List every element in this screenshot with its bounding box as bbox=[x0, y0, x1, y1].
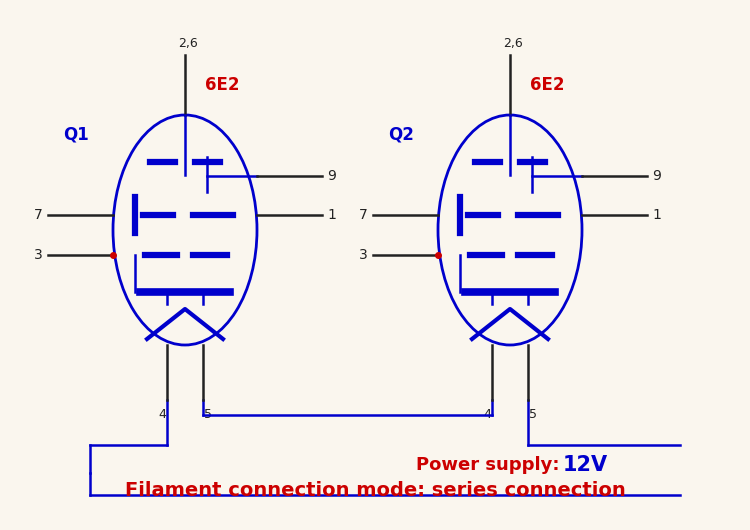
Text: Power supply:: Power supply: bbox=[416, 456, 560, 474]
Text: 12V: 12V bbox=[563, 455, 608, 475]
Text: 7: 7 bbox=[34, 208, 43, 222]
Text: Filament connection mode: series connection: Filament connection mode: series connect… bbox=[124, 481, 626, 499]
Text: 3: 3 bbox=[34, 248, 43, 262]
Text: 9: 9 bbox=[327, 169, 336, 183]
Text: 2,6: 2,6 bbox=[503, 37, 523, 50]
Text: 7: 7 bbox=[359, 208, 368, 222]
Text: 6E2: 6E2 bbox=[205, 76, 239, 94]
Text: 6E2: 6E2 bbox=[530, 76, 565, 94]
Text: 5: 5 bbox=[204, 408, 212, 421]
Text: Q2: Q2 bbox=[388, 126, 414, 144]
Text: 1: 1 bbox=[327, 208, 336, 222]
Text: 4: 4 bbox=[158, 408, 166, 421]
Text: 3: 3 bbox=[359, 248, 368, 262]
Text: 4: 4 bbox=[483, 408, 491, 421]
Text: 9: 9 bbox=[652, 169, 661, 183]
Text: 2,6: 2,6 bbox=[178, 37, 198, 50]
Text: 1: 1 bbox=[652, 208, 661, 222]
Text: Q1: Q1 bbox=[63, 126, 88, 144]
Text: 5: 5 bbox=[529, 408, 537, 421]
